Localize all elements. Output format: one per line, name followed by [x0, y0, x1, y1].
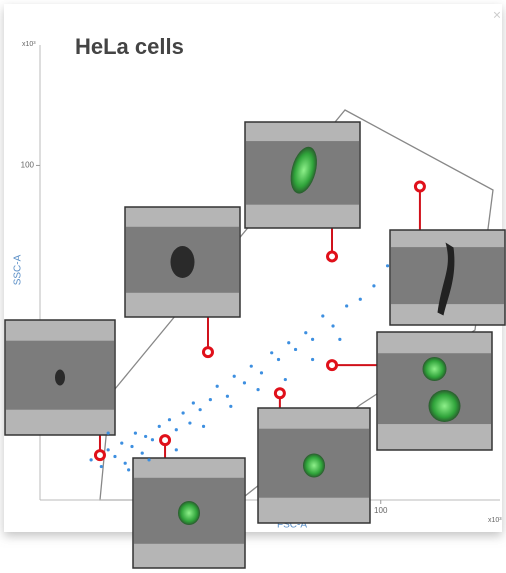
y-axis-label: SSC-A [13, 254, 24, 285]
x-axis-label: FSC-A [277, 520, 307, 531]
point [147, 458, 151, 462]
point [283, 377, 287, 382]
chart-title: HeLa cells [75, 34, 184, 59]
cell [422, 357, 447, 381]
point [140, 451, 144, 455]
cell-image [257, 407, 371, 524]
point [188, 421, 192, 425]
cell [428, 390, 461, 422]
point [338, 337, 342, 342]
cell [170, 246, 195, 278]
point [133, 431, 138, 435]
point [242, 381, 247, 385]
point [181, 411, 185, 415]
point [310, 357, 315, 362]
point [157, 424, 161, 428]
cell [55, 369, 65, 386]
cell [303, 453, 325, 478]
point [372, 284, 376, 288]
point [144, 434, 148, 439]
point [215, 384, 219, 388]
cell [437, 242, 455, 316]
point [229, 404, 233, 408]
point [201, 424, 206, 428]
cell-image [132, 457, 246, 569]
point [89, 458, 93, 462]
point [287, 341, 291, 345]
point [130, 444, 134, 449]
cell-image [389, 229, 506, 326]
point [232, 374, 236, 378]
point [198, 408, 202, 412]
point [345, 304, 349, 308]
point [123, 461, 127, 465]
point [293, 347, 298, 352]
point [106, 431, 110, 435]
selected-point [273, 387, 286, 400]
point [331, 324, 335, 328]
point [249, 364, 253, 368]
selected-point [201, 346, 214, 359]
point [106, 448, 110, 452]
point [208, 398, 212, 402]
x-tick-label: 100 [374, 506, 388, 515]
point [99, 464, 103, 469]
x-exponent: x10³ [488, 517, 502, 524]
point [276, 357, 281, 362]
point [174, 448, 178, 452]
cell [178, 501, 200, 525]
selected-point [326, 359, 339, 372]
selected-point [326, 250, 339, 263]
y-tick-label: 100 [21, 161, 35, 170]
point [150, 438, 155, 442]
point [191, 401, 195, 405]
point [385, 264, 390, 268]
point [256, 387, 260, 392]
cell-image [124, 206, 241, 318]
selected-point [159, 434, 172, 447]
point [321, 314, 325, 318]
point [270, 351, 274, 355]
point [304, 331, 308, 335]
selected-point [93, 449, 106, 462]
point [120, 441, 124, 445]
point [358, 297, 362, 301]
y-exponent: x10³ [22, 41, 36, 48]
close-icon[interactable]: × [493, 7, 501, 23]
point [126, 468, 131, 472]
point [310, 337, 315, 342]
cell-image [4, 319, 116, 436]
point [174, 428, 178, 432]
cell-image [244, 121, 361, 229]
cell-image [376, 331, 493, 451]
selected-point [413, 180, 426, 193]
cell [290, 146, 317, 194]
point [167, 418, 172, 422]
point [113, 454, 117, 459]
point [225, 394, 230, 398]
point [259, 371, 264, 375]
